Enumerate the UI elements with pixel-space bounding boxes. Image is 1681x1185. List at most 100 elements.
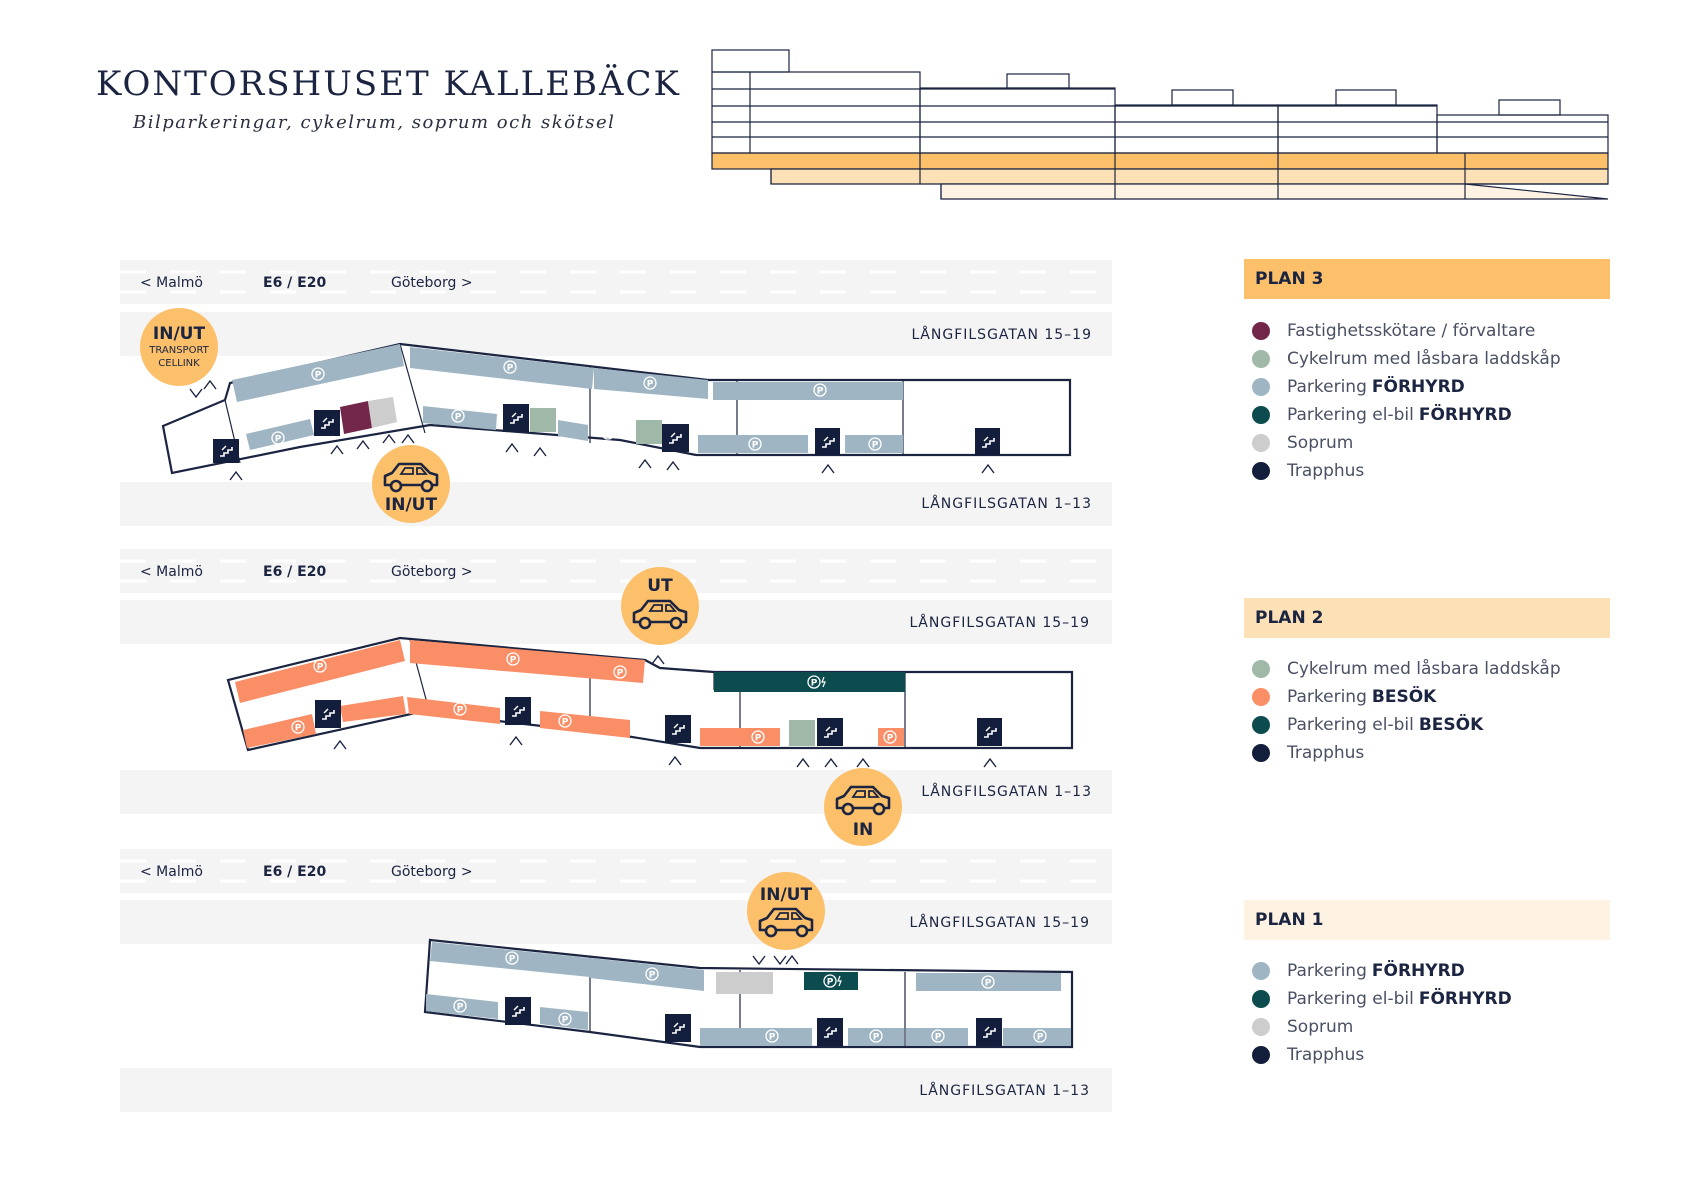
- svg-text:P: P: [769, 1033, 776, 1043]
- legend-text: Trapphus: [1287, 1045, 1365, 1065]
- svg-text:P: P: [649, 971, 656, 981]
- bike-room: [789, 720, 815, 746]
- svg-text:P: P: [605, 430, 612, 440]
- parking-icon: P P P P P P P P: [291, 652, 897, 744]
- legend-swatch: [1252, 1046, 1270, 1064]
- stairs-icon: [213, 404, 1000, 463]
- svg-text:P: P: [872, 441, 879, 451]
- legend-item: Trapphus: [1252, 1041, 1512, 1069]
- street-north: [120, 600, 1112, 644]
- badge-label: UT: [647, 576, 673, 596]
- legend-emphasis: BESÖK: [1418, 715, 1484, 735]
- svg-text:P: P: [457, 706, 464, 716]
- legend-swatch: [1252, 716, 1270, 734]
- legend-emphasis: FÖRHYRD: [1418, 405, 1512, 425]
- badge-label: IN/UT: [760, 885, 813, 905]
- entrance-badge-exit: UT: [621, 567, 699, 645]
- svg-text:P: P: [817, 387, 824, 397]
- legend-item: Parkering el-bil BESÖK: [1252, 711, 1561, 739]
- svg-text:P: P: [507, 364, 514, 374]
- highway-road: [120, 260, 1112, 304]
- entrance-badge-entry: IN: [824, 768, 902, 846]
- legend-text: Soprum: [1287, 433, 1354, 453]
- street-north-label: LÅNGFILSGATAN 15–19: [910, 914, 1091, 931]
- legend-plan1-header: PLAN 1: [1244, 900, 1610, 940]
- svg-text:P: P: [295, 724, 302, 734]
- legend-plan3-header: PLAN 3: [1244, 259, 1610, 299]
- legend-swatch: [1252, 350, 1270, 368]
- svg-text:P: P: [617, 669, 624, 679]
- legend-item: Soprum: [1252, 1013, 1512, 1041]
- legend-swatch: [1252, 660, 1270, 678]
- svg-text:P: P: [985, 979, 992, 989]
- svg-text:P: P: [509, 955, 516, 965]
- badge-sublabel: TRANSPORT: [148, 345, 209, 356]
- legend-swatch: [1252, 744, 1270, 762]
- road-right-label: Göteborg >: [391, 564, 473, 580]
- legend-swatch: [1252, 378, 1270, 396]
- svg-text:P: P: [562, 718, 569, 728]
- ev-parking-icon: P: [823, 974, 842, 988]
- road-right-label: Göteborg >: [391, 864, 473, 880]
- legend-swatch: [1252, 322, 1270, 340]
- building-section-elevation: [711, 49, 1609, 200]
- street-south-label: LÅNGFILSGATAN 1–13: [921, 495, 1092, 512]
- legend-emphasis: BESÖK: [1371, 687, 1437, 707]
- highway-road: [120, 549, 1112, 593]
- legend-item: Parkering el-bil FÖRHYRD: [1252, 985, 1512, 1013]
- legend-plan2: Cykelrum med låsbara laddskåp Parkering BE…: [1252, 655, 1561, 767]
- svg-text:P: P: [317, 663, 324, 673]
- stairs-icon: [505, 997, 1002, 1046]
- svg-text:P: P: [315, 371, 322, 381]
- road-center-label: E6 / E20: [263, 275, 326, 291]
- entry-arrow-icon: [189, 379, 995, 481]
- entry-arrow-icon: [752, 954, 799, 966]
- entrance-badge-car: IN/UT: [747, 872, 825, 950]
- legend-plan3: Fastighetsskötare / förvaltare Cykelrum m…: [1252, 317, 1561, 485]
- road-right-label: Göteborg >: [391, 275, 473, 291]
- legend-item: Soprum: [1252, 429, 1561, 457]
- street-south-label: LÅNGFILSGATAN 1–13: [921, 783, 1092, 800]
- street-south: [120, 482, 1112, 526]
- legend-item: Parkering FÖRHYRD: [1252, 373, 1561, 401]
- legend-item: Parkering BESÖK: [1252, 683, 1561, 711]
- legend-item: Trapphus: [1252, 457, 1561, 485]
- legend-item: Parkering el-bil FÖRHYRD: [1252, 401, 1561, 429]
- facility-manager-room: [340, 401, 372, 434]
- legend-text: Cykelrum med låsbara laddskåp: [1287, 349, 1561, 369]
- svg-text:P: P: [887, 734, 894, 744]
- legend-item: Trapphus: [1252, 739, 1561, 767]
- badge-label: IN/UT: [153, 324, 206, 344]
- legend-swatch: [1252, 406, 1270, 424]
- legend-plan2-header: PLAN 2: [1244, 598, 1610, 638]
- road-center-label: E6 / E20: [263, 864, 326, 880]
- legend-swatch: [1252, 1018, 1270, 1036]
- entry-arrow-icon: [333, 654, 997, 768]
- ev-parking-leased: [804, 972, 858, 990]
- bike-room: [636, 420, 662, 444]
- road-left-label: < Malmö: [140, 864, 203, 880]
- svg-text:P: P: [455, 413, 462, 423]
- legend-text: Trapphus: [1287, 461, 1365, 481]
- highway-road: [120, 849, 1112, 893]
- page-title: KONTORSHUSET KALLEBÄCK: [96, 64, 681, 104]
- plan1-site: < Malmö E6 / E20 Göteborg > LÅNGFILSGATA…: [120, 849, 1112, 1112]
- legend-text: Parkering el-bil: [1287, 715, 1414, 735]
- legend-text: Parkering: [1287, 377, 1367, 397]
- entrance-badge-car: IN/UT: [372, 445, 450, 523]
- road-left-label: < Malmö: [140, 564, 203, 580]
- svg-text:P: P: [873, 1033, 880, 1043]
- legend-swatch: [1252, 962, 1270, 980]
- legend-plan1: Parkering FÖRHYRD Parkering el-bil FÖRHYRD S…: [1252, 957, 1512, 1069]
- stairs-icon: [315, 697, 1002, 746]
- badge-label: IN: [853, 820, 874, 840]
- legend-swatch: [1252, 688, 1270, 706]
- svg-text:P: P: [510, 656, 517, 666]
- page-subtitle: Bilparkeringar, cykelrum, soprum och skö…: [133, 112, 616, 133]
- legend-swatch: [1252, 462, 1270, 480]
- legend-emphasis: FÖRHYRD: [1371, 377, 1465, 397]
- svg-text:P: P: [935, 1033, 942, 1043]
- svg-text:P: P: [827, 978, 834, 988]
- legend-item: Parkering FÖRHYRD: [1252, 957, 1512, 985]
- legend-item: Cykelrum med låsbara laddskåp: [1252, 345, 1561, 373]
